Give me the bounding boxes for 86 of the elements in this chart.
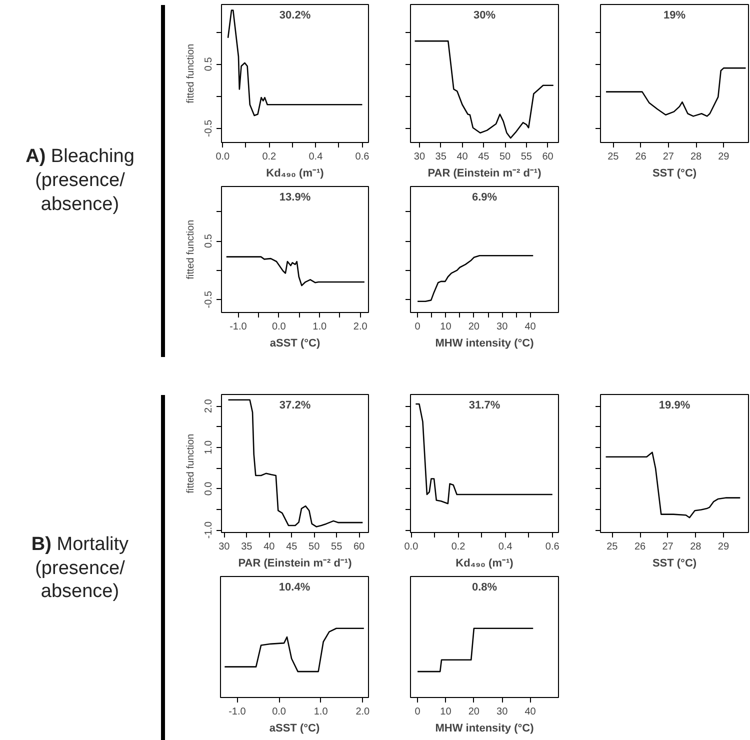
x-tick-label: -1.0 xyxy=(228,706,246,718)
x-tick-label: 45 xyxy=(286,542,298,552)
x-tick-label: 28 xyxy=(690,152,702,162)
x-axis-title: Kd₄₉₀ (m⁻¹) xyxy=(456,558,514,570)
x-tick-label: 40 xyxy=(456,152,468,162)
x-tick-label: 0.4 xyxy=(498,542,513,552)
x-tick-label: 0.0 xyxy=(404,542,419,552)
x-axis-title: Kd₄₉₀ (m⁻¹) xyxy=(266,168,324,180)
text: B) Mortality (presence/absence) xyxy=(30,532,130,604)
chart-title: 13.9% xyxy=(279,192,311,204)
y-tick-label: -0.5 xyxy=(204,119,214,137)
x-tick-label: 30 xyxy=(414,152,426,162)
x-tick-label: 60 xyxy=(542,152,554,162)
chart-title: 31.7% xyxy=(468,400,500,412)
x-tick-label: 0.6 xyxy=(545,542,560,552)
y-tick-label: 0.5 xyxy=(204,56,214,72)
y-tick-label: -0.5 xyxy=(204,290,214,308)
chart-title: 19% xyxy=(663,10,686,22)
x-tick-label: 27 xyxy=(662,542,674,552)
x-tick-label: 50 xyxy=(499,152,512,162)
x-tick-label: 50 xyxy=(308,542,320,552)
x-tick-label: 20 xyxy=(468,322,480,332)
x-tick-label: 0.0 xyxy=(272,706,286,718)
chart-title: 37.2% xyxy=(279,400,311,412)
x-tick-label: -1.0 xyxy=(230,322,248,332)
chart-title: 30% xyxy=(473,10,496,22)
x-tick-label: 29 xyxy=(718,542,730,552)
x-axis-title: PAR (Einstein m⁻² d⁻¹) xyxy=(428,168,542,180)
x-tick-label: 35 xyxy=(241,542,253,552)
x-axis-title: SST (°C) xyxy=(652,558,697,570)
x-tick-label: 35 xyxy=(435,152,447,162)
x-tick-label: 20 xyxy=(468,706,480,718)
y-tick-label: 0.0 xyxy=(204,481,214,496)
x-tick-label: 27 xyxy=(662,152,674,162)
chart-title: 30.2% xyxy=(279,10,311,22)
x-tick-label: 45 xyxy=(478,152,490,162)
y-tick-label: 1.0 xyxy=(204,440,214,454)
y-tick-label: -1.0 xyxy=(204,520,214,539)
x-tick-label: 0 xyxy=(414,322,421,332)
y-tick-label: 0.5 xyxy=(204,234,214,248)
y-axis-title: fitted function xyxy=(186,434,196,494)
chart-title: 6.9% xyxy=(472,192,498,204)
x-tick-label: 30 xyxy=(496,706,508,718)
text: A) Bleaching (presence/absence) xyxy=(24,145,136,217)
x-axis-title: aSST (°C) xyxy=(270,338,320,350)
x-tick-label: 40 xyxy=(524,322,536,332)
line-series xyxy=(228,399,364,528)
x-axis-title: PAR (Einstein m⁻² d⁻¹) xyxy=(238,558,352,570)
x-tick-label: 0.2 xyxy=(451,542,466,552)
x-tick-label: 30 xyxy=(218,542,230,552)
x-tick-label: 29 xyxy=(718,152,730,162)
x-axis-title: MHW intensity (°C) xyxy=(435,722,534,734)
y-axis-title: fitted function xyxy=(186,220,196,280)
line-series xyxy=(227,10,363,116)
x-tick-label: 0.6 xyxy=(355,152,370,162)
x-tick-label: 1.0 xyxy=(314,706,328,718)
x-axis-title: SST (°C) xyxy=(652,168,697,180)
x-tick-label: 10 xyxy=(440,706,452,718)
x-tick-label: 28 xyxy=(690,542,702,552)
x-axis-title: aSST (°C) xyxy=(269,722,320,734)
chart-title: 0.8% xyxy=(472,582,498,594)
x-tick-label: 26 xyxy=(634,542,646,552)
x-tick-label: 25 xyxy=(606,542,618,552)
x-tick-label: 2.0 xyxy=(353,322,368,332)
x-tick-label: 0 xyxy=(414,706,421,718)
x-tick-label: 10 xyxy=(440,322,452,332)
x-tick-label: 0.2 xyxy=(262,152,277,162)
line-series xyxy=(226,256,366,286)
x-tick-label: 55 xyxy=(520,152,532,162)
x-tick-label: 0.4 xyxy=(308,152,324,162)
x-tick-label: 26 xyxy=(635,152,647,162)
x-tick-label: 1.0 xyxy=(312,322,328,332)
y-axis-title: fitted function xyxy=(186,44,196,104)
x-tick-label: 40 xyxy=(264,542,276,552)
x-tick-label: 30 xyxy=(496,322,508,332)
y-tick-label: 2.0 xyxy=(204,398,214,414)
x-tick-label: 60 xyxy=(354,542,366,552)
chart-title: 10.4% xyxy=(278,582,310,594)
x-axis-title: MHW intensity (°C) xyxy=(435,338,534,350)
x-tick-label: 25 xyxy=(608,152,620,162)
x-tick-label: 40 xyxy=(524,706,536,718)
x-tick-label: 2.0 xyxy=(356,706,370,718)
x-tick-label: 0.0 xyxy=(272,322,286,332)
x-tick-label: 0.0 xyxy=(216,152,230,162)
chart-title: 19.9% xyxy=(658,400,690,412)
x-tick-label: 55 xyxy=(331,542,343,552)
